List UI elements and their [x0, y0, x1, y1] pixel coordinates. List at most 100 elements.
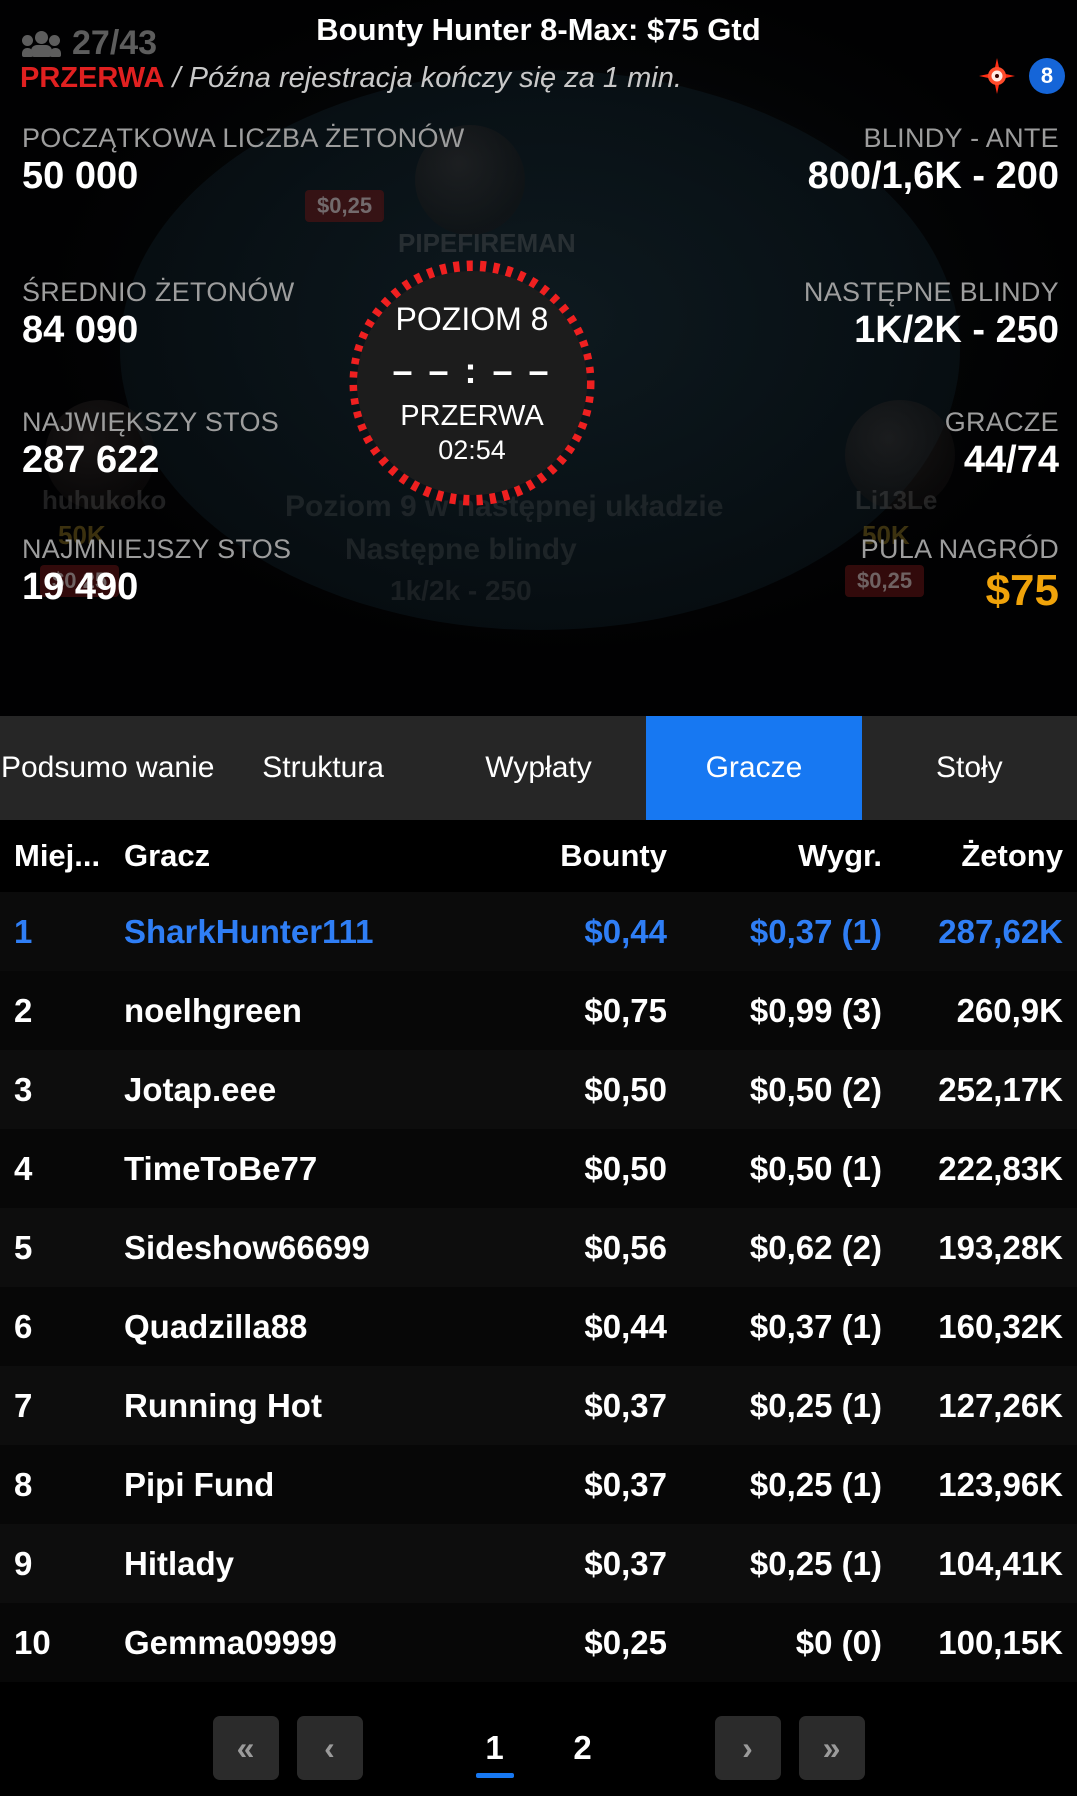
cell-rank: 9	[14, 1544, 33, 1582]
table-row[interactable]: 8 Pipi Fund $0,37 $0,25 (1) 123,96K	[0, 1445, 1077, 1524]
bet-chip-3: $0,25	[845, 565, 925, 597]
column-header-chips[interactable]: Żetony	[961, 838, 1063, 873]
level-timer: POZIOM 8 – – : – – PRZERWA 02:54	[343, 258, 601, 508]
timer-level: POZIOM 8	[395, 300, 549, 337]
table-row[interactable]: 10 Gemma09999 $0,25 $0 (0) 100,15K	[0, 1603, 1077, 1682]
player-count: 27/43	[22, 24, 157, 63]
cell-bounty: $0,37	[584, 1386, 667, 1424]
cell-winnings: $0,37 (1)	[749, 1307, 882, 1345]
lobby-top-bar: Bounty Hunter 8-Max: $75 Gtd 27/43 PRZER…	[0, 0, 1077, 120]
cell-chips: 100,15K	[938, 1623, 1063, 1661]
stat-players: GRACZE 44/74	[559, 407, 1059, 482]
cell-winnings: $0,50 (2)	[749, 1070, 882, 1108]
timer-inner: POZIOM 8 – – : – – PRZERWA 02:54	[357, 271, 587, 495]
bet-chip-1: $0,25	[305, 190, 385, 222]
column-header-bounty[interactable]: Bounty	[560, 838, 667, 873]
status-separator: /	[172, 62, 181, 94]
cell-player: Gemma09999	[124, 1623, 337, 1661]
cell-player: Quadzilla88	[124, 1307, 308, 1345]
next-page-button[interactable]: ›	[714, 1716, 781, 1780]
tournament-lobby-panel: PIPEFIREMAN $0,25 huhukoko 50K $0,25 Li1…	[0, 0, 1077, 716]
table-row[interactable]: 2 noelhgreen $0,75 $0,99 (3) 260,9K	[0, 971, 1077, 1050]
stat-label: POCZĄTKOWA LICZBA ŻETONÓW	[22, 123, 465, 153]
cell-bounty: $0,44	[584, 912, 667, 950]
late-registration-text: Późna rejestracja kończy się za 1 min.	[188, 62, 682, 94]
stat-value: $75	[985, 566, 1059, 616]
next-level-line-3: 1k/2k - 250	[390, 575, 532, 606]
tab-struktura[interactable]: Struktura	[262, 751, 384, 785]
cell-player: Hitlady	[124, 1544, 235, 1582]
stat-largest-stack: NAJWIĘKSZY STOS 287 622	[22, 407, 472, 482]
target-icon[interactable]	[979, 58, 1015, 94]
column-header-winnings[interactable]: Wygr.	[798, 838, 882, 873]
cell-rank: 7	[14, 1386, 33, 1424]
stat-value: 84 090	[22, 309, 139, 352]
stat-next-blinds: NASTĘPNE BLINDY 1K/2K - 250	[559, 277, 1059, 352]
tab-stoly[interactable]: Stoły	[935, 751, 1003, 785]
stat-value: 19 490	[22, 566, 139, 609]
cell-winnings: $0,37 (1)	[749, 912, 882, 950]
seat-name-1: PIPEFIREMAN	[398, 228, 576, 258]
cell-player: noelhgreen	[124, 991, 302, 1029]
cell-winnings: $0 (0)	[795, 1623, 882, 1661]
cell-player: SharkHunter111	[124, 912, 374, 950]
table-row[interactable]: 1 SharkHunter111 $0,44 $0,37 (1) 287,62K	[0, 892, 1077, 971]
stat-value: 50 000	[22, 155, 139, 198]
stat-starting-stack: POCZĄTKOWA LICZBA ŻETONÓW 50 000	[22, 123, 472, 198]
cell-winnings: $0,25 (1)	[749, 1386, 882, 1424]
player-count-value: 27/43	[72, 24, 158, 62]
stat-value: 287 622	[22, 439, 160, 482]
table-row[interactable]: 6 Quadzilla88 $0,44 $0,37 (1) 160,32K	[0, 1287, 1077, 1366]
table-row[interactable]: 9 Hitlady $0,37 $0,25 (1) 104,41K	[0, 1524, 1077, 1603]
first-page-button[interactable]: «	[212, 1716, 279, 1780]
table-count-badge[interactable]: 8	[1029, 58, 1065, 94]
table-body: 1 SharkHunter111 $0,44 $0,37 (1) 287,62K 2 noe…	[0, 892, 1077, 1682]
cell-winnings: $0,99 (3)	[749, 991, 882, 1029]
avatar	[45, 400, 155, 510]
cell-player: Jotap.eee	[124, 1070, 277, 1108]
table-row[interactable]: 4 TimeToBe77 $0,50 $0,50 (1) 222,83K	[0, 1129, 1077, 1208]
stack-chip-2: 50K	[862, 520, 910, 550]
prev-page-button[interactable]: ‹	[296, 1716, 363, 1780]
cell-winnings: $0,25 (1)	[749, 1544, 882, 1582]
stat-label: NAJMNIEJSZY STOS	[22, 534, 292, 564]
top-right-icons: 8	[979, 58, 1065, 94]
column-header-player[interactable]: Gracz	[124, 838, 211, 873]
cell-rank: 3	[14, 1070, 33, 1108]
column-header-rank[interactable]: Miej...	[14, 838, 101, 873]
tab-podsumowanie[interactable]: Podsumo wanie	[0, 751, 215, 785]
page-number-2[interactable]: 2	[573, 1729, 592, 1766]
cell-chips: 123,96K	[938, 1465, 1063, 1503]
cell-chips: 193,28K	[938, 1228, 1063, 1266]
table-row[interactable]: 5 Sideshow66699 $0,56 $0,62 (2) 193,28K	[0, 1208, 1077, 1287]
last-page-button[interactable]: »	[798, 1716, 865, 1780]
tab-wyplaty[interactable]: Wypłaty	[485, 751, 592, 785]
cell-bounty: $0,75	[584, 991, 667, 1029]
cell-bounty: $0,50	[584, 1070, 667, 1108]
cell-chips: 160,32K	[938, 1307, 1063, 1345]
cell-rank: 4	[14, 1149, 33, 1187]
cell-player: Sideshow66699	[124, 1228, 370, 1266]
cell-chips: 127,26K	[938, 1386, 1063, 1424]
stat-value: 800/1,6K - 200	[807, 155, 1059, 198]
table-row[interactable]: 3 Jotap.eee $0,50 $0,50 (2) 252,17K	[0, 1050, 1077, 1129]
status-badge: PRZERWA	[20, 62, 165, 94]
people-icon	[22, 30, 62, 58]
cell-rank: 5	[14, 1228, 33, 1266]
stat-value: 1K/2K - 250	[854, 309, 1059, 352]
stat-prize-pool: PULA NAGRÓD $75	[559, 534, 1059, 616]
avatar	[845, 400, 955, 510]
stat-label: PULA NAGRÓD	[860, 534, 1059, 564]
page-number-1[interactable]: 1	[467, 1716, 523, 1780]
tab-gracze[interactable]: Gracze	[646, 716, 862, 820]
cell-bounty: $0,37	[584, 1544, 667, 1582]
stat-label: GRACZE	[944, 407, 1059, 437]
table-row[interactable]: 7 Running Hot $0,37 $0,25 (1) 127,26K	[0, 1366, 1077, 1445]
cell-rank: 6	[14, 1307, 33, 1345]
tab-bar: Podsumo wanie Struktura Wypłaty Gracze Stoły	[0, 716, 1077, 820]
stat-label: NASTĘPNE BLINDY	[803, 277, 1059, 307]
stat-label: BLINDY - ANTE	[863, 123, 1059, 153]
stat-label: NAJWIĘKSZY STOS	[22, 407, 280, 437]
